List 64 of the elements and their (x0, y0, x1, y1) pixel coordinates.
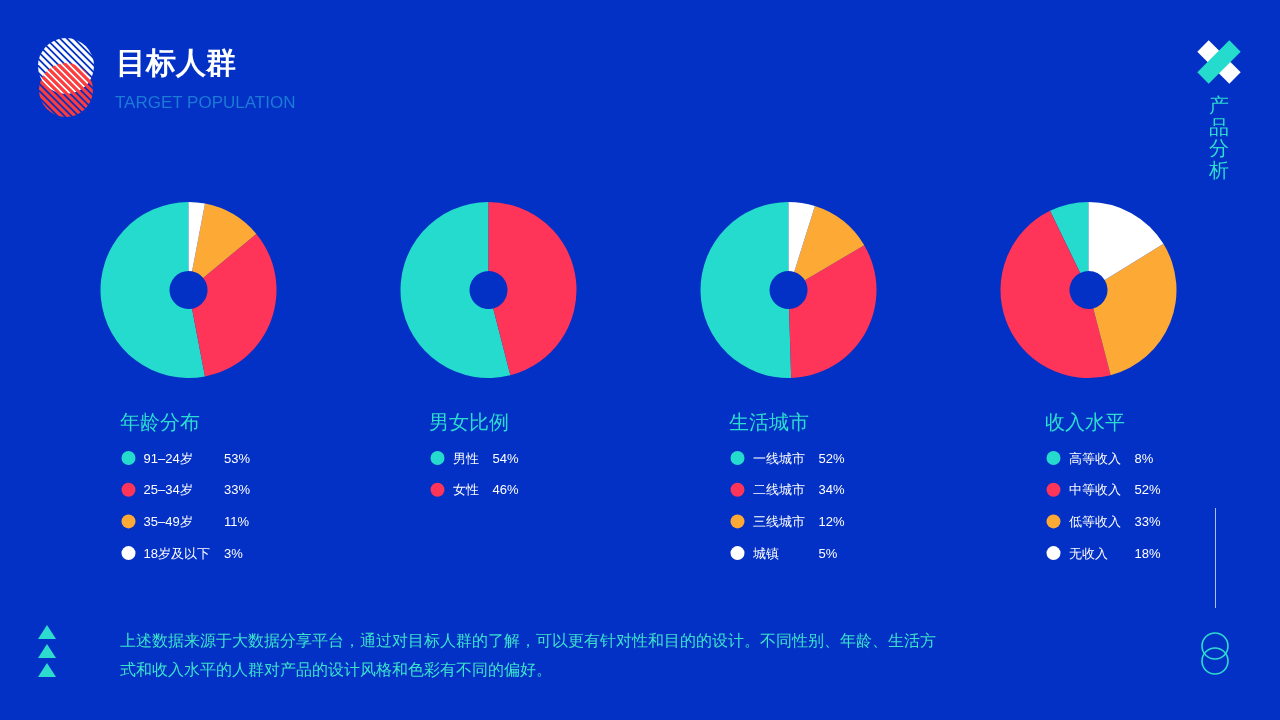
legend-item: 城镇 5% (730, 545, 838, 561)
donut-slice (188, 202, 205, 272)
legend-label: 低等收入 (1068, 513, 1121, 529)
text: 男女比例 (429, 411, 509, 433)
legend-label: 城镇 (752, 545, 779, 561)
legend-label: 二线城市 (752, 482, 805, 498)
data-label: 33% (223, 482, 251, 498)
text: TARGET POPULATION (115, 93, 296, 112)
donut-slice (192, 233, 277, 377)
data-label: 34% (818, 482, 845, 498)
data-label: 52% (1134, 482, 1161, 498)
donut-slice (400, 202, 511, 378)
legend-item: 18岁及以下 3% (121, 545, 243, 561)
data-label: 54% (492, 450, 519, 466)
donut-slice (789, 245, 877, 378)
legend-label: 男性 (452, 450, 479, 466)
legend-label: 91–24岁 (143, 450, 193, 466)
donut-slice (100, 202, 205, 378)
data-label: 11% (223, 513, 250, 529)
text: 产品分析 (1208, 94, 1229, 182)
donut-slice (1050, 202, 1089, 273)
legend-item: 一线城市 52% (730, 450, 845, 466)
legend-item: 低等收入 33% (1046, 513, 1161, 529)
legend-item: 无收入 18% (1046, 545, 1161, 561)
data-label: 52% (818, 450, 845, 466)
data-label: 3% (223, 545, 244, 561)
legend-item: 女性 46% (430, 482, 519, 498)
donut-slice (794, 206, 865, 281)
text: 年龄分布 (120, 411, 200, 433)
donut-slice (192, 203, 257, 278)
legend-label: 35–49岁 (143, 513, 193, 529)
data-label: 12% (818, 513, 845, 529)
legend-label: 一线城市 (752, 450, 805, 466)
data-label: 5% (818, 545, 838, 561)
donut-slice (488, 202, 577, 376)
donut-slice (788, 202, 815, 272)
donut-slice (1000, 210, 1111, 378)
legend-item: 三线城市 12% (730, 513, 845, 529)
donut-slice (700, 202, 792, 378)
legend-item: 35–49岁 11% (121, 513, 250, 529)
text: 上述数据来源于大数据分享平台，通过对目标人群的了解，可以更有针对性和目的的设计。不同性别、年龄、生活方式和收入水平的人群对产品的设计风格和色彩有不同的偏好。 (120, 631, 937, 680)
legend-item: 25–34岁 33% (121, 482, 250, 498)
legend-label: 中等收入 (1068, 482, 1121, 498)
legend-label: 无收入 (1068, 545, 1108, 561)
data-label: 53% (223, 450, 251, 466)
donut-slice (1093, 243, 1177, 376)
text: 生活城市 (729, 411, 809, 433)
legend-label: 高等收入 (1068, 450, 1121, 466)
text: 收入水平 (1045, 411, 1125, 433)
data-label: 46% (492, 482, 519, 498)
legend-item: 二线城市 34% (730, 482, 845, 498)
legend-item: 91–24岁 53% (121, 450, 250, 466)
legend-item: 高等收入 8% (1046, 450, 1154, 466)
legend-item: 男性 54% (430, 450, 519, 466)
data-label: 33% (1134, 513, 1161, 529)
data-label: 18% (1134, 545, 1161, 561)
legend-label: 25–34岁 (143, 482, 193, 498)
legend-label: 女性 (452, 482, 479, 498)
legend-label: 三线城市 (752, 513, 805, 529)
donut-slice (1088, 202, 1164, 281)
data-label: 8% (1134, 450, 1154, 466)
text: 目标人群 (116, 46, 236, 79)
legend-item: 中等收入 52% (1046, 482, 1161, 498)
legend-label: 18岁及以下 (143, 545, 210, 561)
